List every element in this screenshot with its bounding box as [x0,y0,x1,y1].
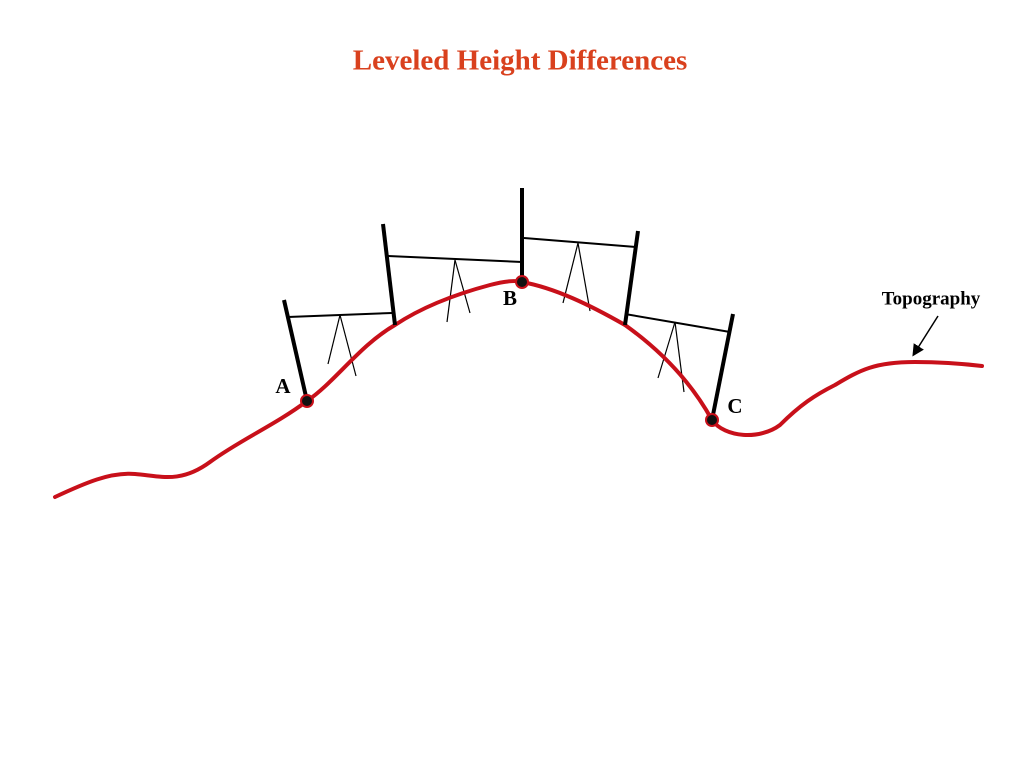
title: Leveled Height Differences [353,45,687,77]
topography-label: Topography [882,288,981,309]
point-label: C [727,394,742,418]
point-label: A [275,374,291,398]
station-points [300,275,719,427]
point-label: B [503,286,517,310]
pointer-arrow [912,315,939,357]
leveling-rods [282,188,735,421]
tripods [327,242,685,393]
topography-curve [53,279,984,499]
